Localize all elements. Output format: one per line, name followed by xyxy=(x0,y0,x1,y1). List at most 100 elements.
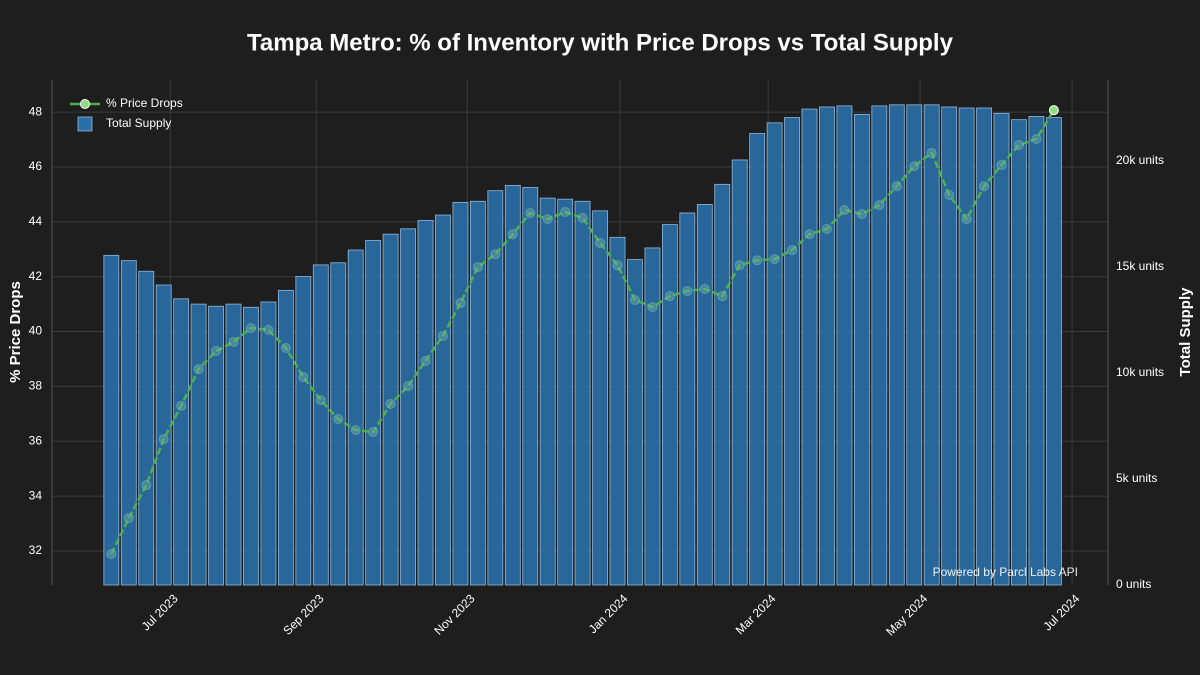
marker xyxy=(403,381,414,392)
bar xyxy=(888,104,905,586)
x-tick-label: Jul 2023 xyxy=(139,591,181,633)
bar xyxy=(574,200,591,586)
bar xyxy=(469,200,486,586)
bar xyxy=(976,107,992,586)
bar xyxy=(417,219,434,586)
x-tick-label: Sep 2023 xyxy=(280,591,326,637)
marker xyxy=(717,291,728,302)
bar xyxy=(853,113,870,586)
legend-swatch xyxy=(77,116,93,132)
bar xyxy=(906,104,923,586)
bar xyxy=(208,305,224,586)
marker xyxy=(595,237,606,248)
bar xyxy=(504,184,521,586)
marker xyxy=(1031,133,1042,144)
bar xyxy=(1045,117,1062,586)
y2-tick-label: 0 units xyxy=(1116,577,1151,591)
bar xyxy=(836,105,853,586)
y2-tick-label: 15k units xyxy=(1116,259,1164,273)
marker xyxy=(734,260,745,271)
legend-label: % Price Drops xyxy=(106,96,183,110)
x-tick-label: May 2024 xyxy=(883,591,930,638)
marker xyxy=(909,161,920,172)
marker xyxy=(787,245,798,256)
marker xyxy=(176,400,187,411)
marker xyxy=(804,229,815,240)
x-tick-label: Nov 2023 xyxy=(431,591,477,637)
y-tick-label: 38 xyxy=(29,379,43,393)
bar xyxy=(225,303,242,586)
marker xyxy=(385,398,396,409)
marker xyxy=(664,291,675,302)
y2-tick-label: 10k units xyxy=(1116,365,1164,379)
marker xyxy=(682,285,693,296)
marker xyxy=(123,513,134,524)
legend-label: Total Supply xyxy=(106,116,171,130)
marker xyxy=(699,284,710,295)
marker xyxy=(560,206,571,217)
bar xyxy=(452,201,469,586)
marker xyxy=(106,549,117,560)
y-tick-label: 32 xyxy=(29,543,43,557)
bar xyxy=(243,306,259,586)
bar xyxy=(784,117,800,586)
marker xyxy=(280,342,291,353)
marker xyxy=(856,209,867,220)
bar xyxy=(138,270,155,586)
y-axis-title: % Price Drops xyxy=(7,281,24,383)
marker xyxy=(472,262,483,273)
bar xyxy=(1028,116,1045,586)
marker xyxy=(245,322,256,333)
bar xyxy=(609,236,626,586)
x-tick-label: Jan 2024 xyxy=(586,591,631,636)
marker xyxy=(420,355,431,366)
marker xyxy=(1013,140,1024,151)
bar xyxy=(295,276,312,586)
y2-axis-title: Total Supply xyxy=(1177,287,1194,377)
marker xyxy=(368,426,379,437)
marker xyxy=(1048,105,1059,116)
marker xyxy=(612,260,623,271)
bar xyxy=(714,183,731,586)
bar xyxy=(522,187,539,586)
bar xyxy=(557,198,574,586)
legend-marker xyxy=(80,99,90,109)
bar xyxy=(260,301,277,586)
bar xyxy=(766,122,783,586)
marker xyxy=(193,364,204,375)
bar xyxy=(993,112,1010,586)
bar xyxy=(277,289,294,586)
bar xyxy=(1011,119,1027,586)
y-tick-label: 42 xyxy=(29,269,43,283)
marker xyxy=(629,294,640,305)
bar xyxy=(400,228,416,586)
bar xyxy=(661,224,678,586)
bar xyxy=(120,260,137,586)
bar xyxy=(749,133,766,586)
bar xyxy=(871,105,888,586)
x-tick-label: Mar 2024 xyxy=(733,591,779,637)
watermark: Powered by Parcl Labs API xyxy=(933,565,1078,579)
bar xyxy=(347,249,364,586)
marker xyxy=(211,346,222,357)
marker xyxy=(350,425,361,436)
marker xyxy=(298,372,309,383)
bar xyxy=(731,159,748,586)
marker xyxy=(455,298,466,309)
marker xyxy=(141,480,152,491)
marker xyxy=(263,324,274,335)
marker xyxy=(944,189,955,200)
y-tick-label: 36 xyxy=(29,433,43,447)
marker xyxy=(647,302,658,313)
y-tick-label: 44 xyxy=(29,214,43,228)
bar xyxy=(312,264,329,586)
marker xyxy=(839,205,850,216)
bar xyxy=(819,106,835,586)
marker xyxy=(228,336,239,347)
marker xyxy=(996,160,1007,171)
marker xyxy=(891,181,902,192)
y-tick-label: 40 xyxy=(29,324,43,338)
marker xyxy=(490,249,501,260)
bar xyxy=(592,210,608,586)
